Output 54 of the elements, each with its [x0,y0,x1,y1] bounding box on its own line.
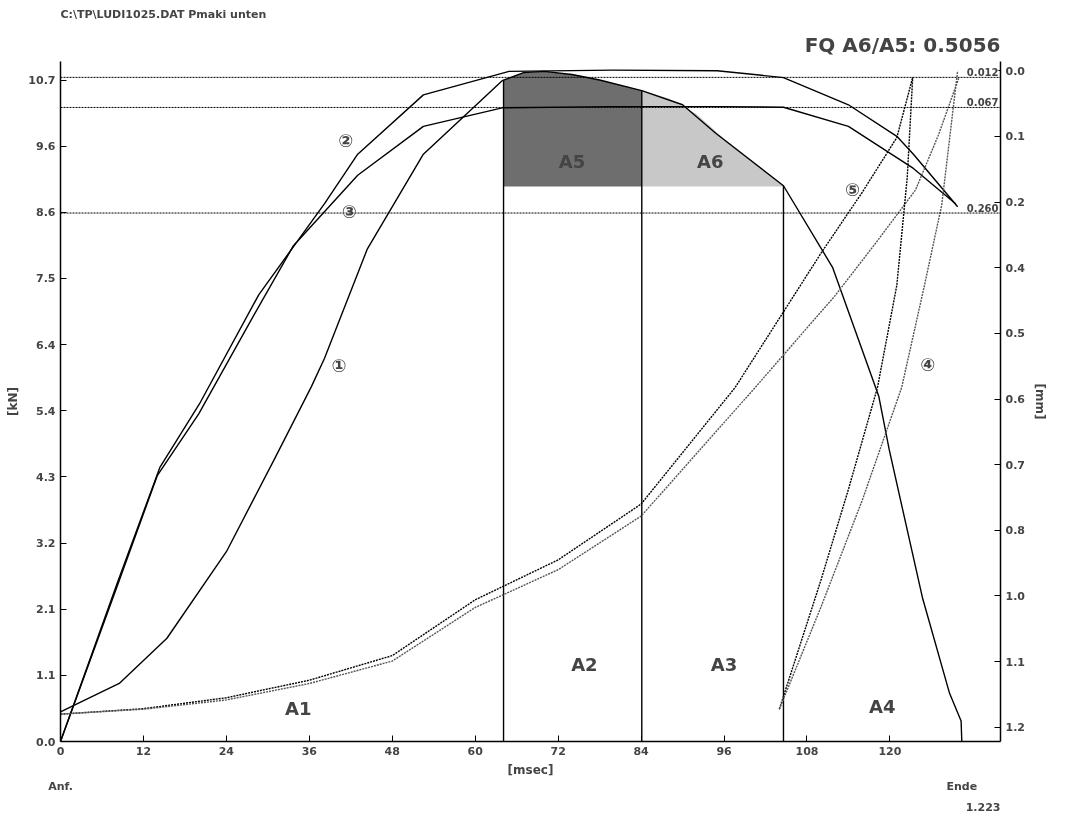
text: 1.223 [965,800,1001,814]
annotation: ① [331,354,347,376]
y2-tick-label: 0.5 [1005,327,1025,341]
y2-axis-title: [mm] [1032,383,1047,420]
y-tick-label: 4.3 [36,470,56,484]
y-tick-label: 5.4 [36,404,56,418]
x-tick-label: 60 [467,744,484,758]
y-tick-label: 7.5 [36,272,56,286]
y2-tick-label: 0.1 [1005,130,1025,144]
y2-tick-label: 1.1 [1005,655,1025,669]
y-tick-label: 8.6 [36,206,56,220]
annotation: ⑤ [844,178,861,200]
x-tick-label: 36 [301,744,318,758]
annotation: A4 [869,696,896,718]
y-tick-label: 2.1 [36,603,56,617]
y-tick-label: 3.2 [36,537,56,551]
text: Anf. [48,779,73,793]
x-tick-label: 12 [135,744,152,758]
annotation: A2 [571,653,598,675]
chart-subtitle: FQ A6/A5: 0.5056 [804,32,1001,57]
x-tick-label: 48 [384,744,400,758]
y2-tick-label: 0.6 [1005,393,1026,407]
x-axis-title: [msec] [507,762,554,777]
y2-tick-label: 0.4 [1005,261,1026,275]
y-tick-label: 1.1 [36,669,56,683]
y2-tick-label: 0.2 [1005,196,1025,210]
y-tick-label: 0.0 [36,735,56,749]
y2-tick-label: 0.7 [1005,458,1025,472]
x-tick-label: 72 [550,744,566,758]
annotation: ② [338,130,354,152]
annotation: ③ [341,200,358,222]
y2-tick-label: 1.0 [1005,589,1026,603]
text: Ende [946,779,978,793]
y-axis-title: [kN] [6,387,21,416]
annotation: A3 [710,653,738,675]
ref-line-label: 0.012 [966,67,999,79]
x-tick-label: 0 [56,744,65,758]
y-tick-label: 6.4 [36,338,56,352]
x-tick-label: 84 [633,744,650,758]
y2-tick-label: 1.2 [1005,721,1025,735]
x-tick-label: 96 [716,744,733,758]
ref-line-label: 0.067 [966,97,999,109]
ref-line-label: 0.260 [966,203,999,215]
annotation: A6 [696,150,724,172]
y-tick-label: 10.7 [28,74,56,88]
annotation: ④ [920,353,936,375]
chart-title: C:\TP\LUDI1025.DAT Pmaki unten [60,7,267,21]
y2-tick-label: 0.8 [1005,524,1025,538]
y-tick-label: 9.6 [36,140,56,154]
x-tick-label: 108 [795,744,819,758]
y2-tick-label: 0.0 [1005,64,1026,78]
x-tick-label: 120 [878,744,902,758]
x-tick-label: 24 [218,744,235,758]
annotation: A1 [285,697,312,719]
